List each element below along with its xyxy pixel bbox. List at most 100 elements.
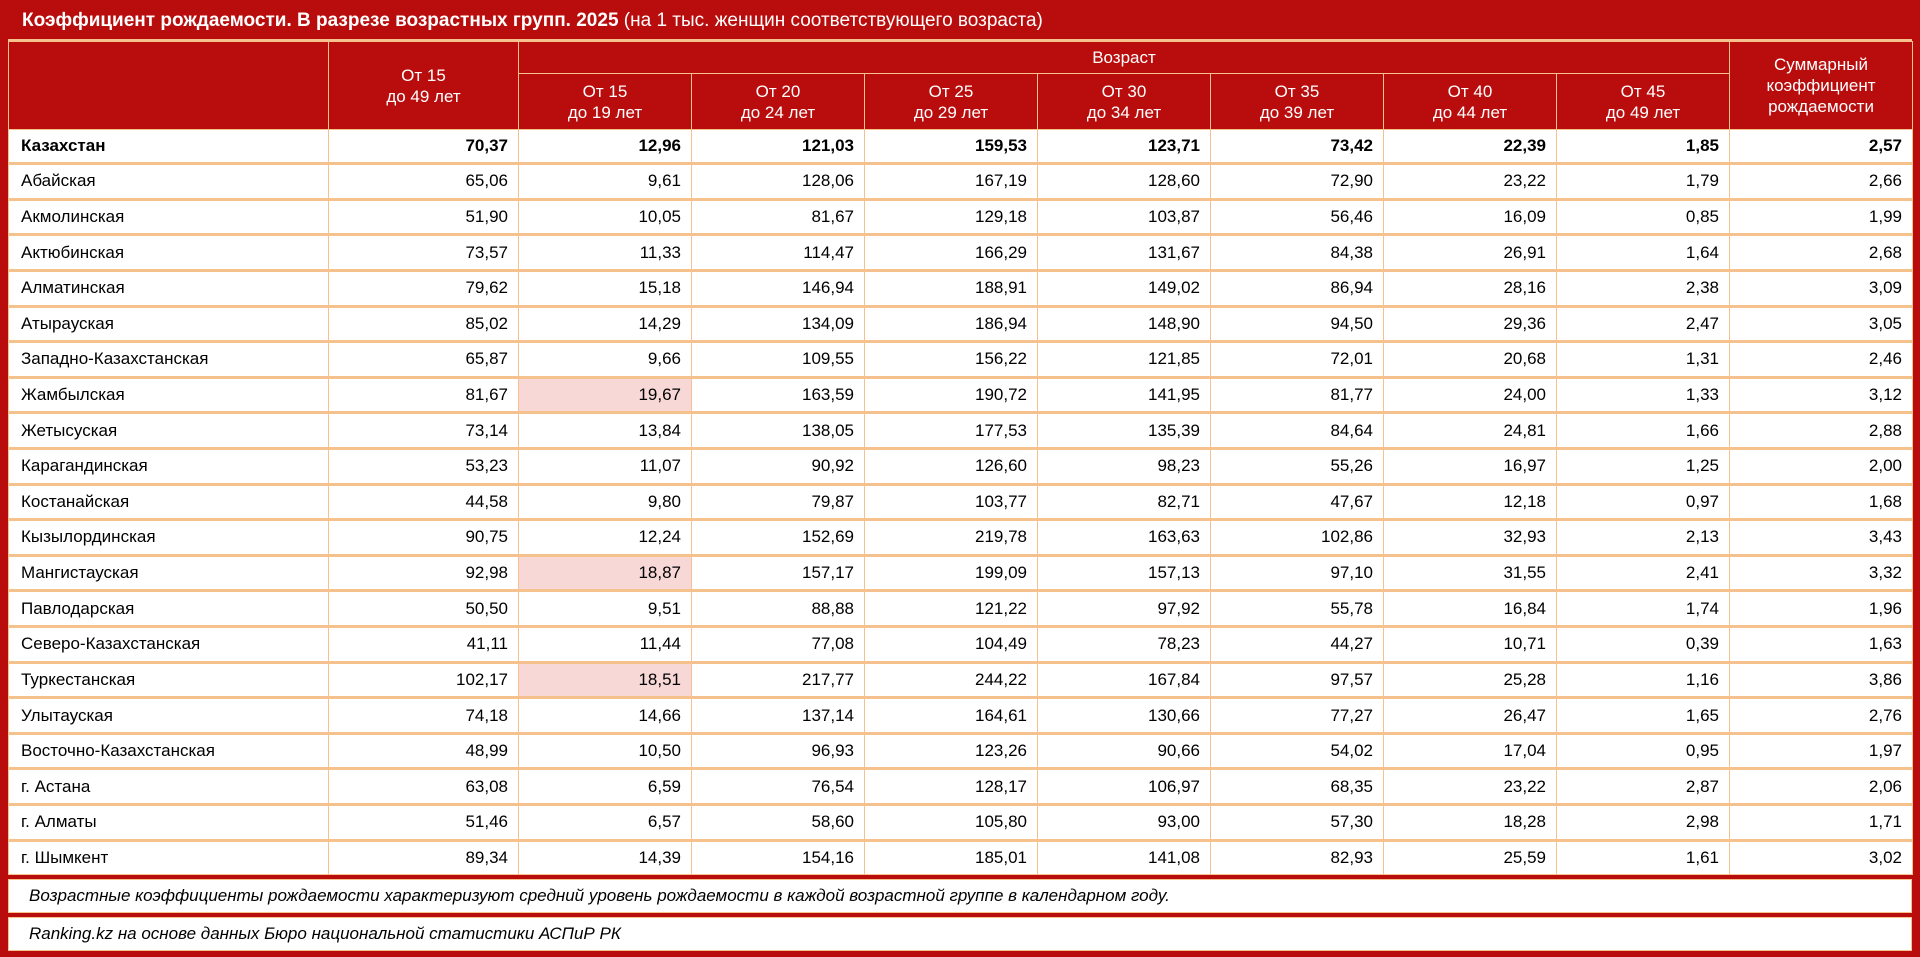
value-cell: 2,47 xyxy=(1555,304,1731,343)
value-cell: 129,18 xyxy=(864,197,1038,236)
table-container: От 15 до 49 лет Возраст Суммарный коэффи… xyxy=(8,41,1914,876)
value-cell: 13,84 xyxy=(518,411,692,449)
value-cell: 123,26 xyxy=(864,731,1038,770)
value-cell: 103,77 xyxy=(864,482,1038,521)
value-cell: 1,65 xyxy=(1555,696,1731,734)
value-cell: 72,90 xyxy=(1210,162,1384,200)
value-cell: 10,05 xyxy=(518,197,692,236)
value-cell: 24,81 xyxy=(1383,411,1557,449)
value-cell: 128,06 xyxy=(691,162,865,200)
value-cell: 123,71 xyxy=(1037,128,1211,165)
column-group-age: Возраст xyxy=(517,41,1731,74)
value-cell: 1,85 xyxy=(1555,128,1731,165)
table-row: г. Алматы 51,46 6,57 58,60 105,80 93,00 57,30 1… xyxy=(8,803,1914,841)
value-cell: 1,61 xyxy=(1555,838,1731,876)
region-cell: Абайская xyxy=(8,162,329,200)
table-row: Туркестанская 102,17 18,51 217,77 244,22 167,… xyxy=(8,660,1914,699)
value-cell: 2,13 xyxy=(1555,518,1731,556)
value-cell: 44,27 xyxy=(1210,625,1384,663)
value-cell: 1,99 xyxy=(1729,197,1914,236)
value-cell: 96,93 xyxy=(691,731,865,770)
column-header-line: От 25 xyxy=(928,81,974,101)
value-cell: 3,32 xyxy=(1729,553,1914,592)
value-cell: 47,67 xyxy=(1210,482,1384,521)
value-cell: 94,50 xyxy=(1210,304,1384,343)
table-row: Костанайская 44,58 9,80 79,87 103,77 82,71 47,… xyxy=(8,482,1914,521)
value-cell: 2,46 xyxy=(1729,340,1914,378)
value-cell: 90,92 xyxy=(691,446,865,485)
value-cell: 51,46 xyxy=(328,803,519,841)
value-cell: 103,87 xyxy=(1037,197,1211,236)
value-cell: 73,57 xyxy=(328,233,519,271)
value-cell: 106,97 xyxy=(1037,767,1211,806)
value-cell: 1,63 xyxy=(1729,625,1914,663)
value-cell: 130,66 xyxy=(1037,696,1211,734)
region-cell: Улытауская xyxy=(8,696,329,734)
value-cell: 84,64 xyxy=(1210,411,1384,449)
column-header-age-30-34: От 30 до 34 лет xyxy=(1037,73,1211,130)
value-cell: 18,51 xyxy=(518,660,692,699)
value-cell: 76,54 xyxy=(691,767,865,806)
column-header-line: до 49 лет xyxy=(386,86,461,106)
column-header-line: От 45 xyxy=(1620,81,1666,101)
value-cell: 3,05 xyxy=(1729,304,1914,343)
table-row: Абайская 65,06 9,61 128,06 167,19 128,60 72,90… xyxy=(8,162,1914,200)
value-cell: 1,33 xyxy=(1555,375,1731,414)
value-cell: 78,23 xyxy=(1037,625,1211,663)
value-cell: 1,64 xyxy=(1555,233,1731,271)
value-cell: 10,50 xyxy=(518,731,692,770)
value-cell: 104,49 xyxy=(864,625,1038,663)
value-cell: 2,87 xyxy=(1555,767,1731,806)
value-cell: 89,34 xyxy=(328,838,519,876)
value-cell: 163,59 xyxy=(691,375,865,414)
region-cell: г. Алматы xyxy=(8,803,329,841)
table-row: Жетысуская 73,14 13,84 138,05 177,53 135,39 84… xyxy=(8,411,1914,449)
value-cell: 149,02 xyxy=(1037,268,1211,307)
value-cell: 19,67 xyxy=(518,375,692,414)
value-cell: 24,00 xyxy=(1383,375,1557,414)
value-cell: 28,16 xyxy=(1383,268,1557,307)
column-header-line: От 15 xyxy=(401,65,446,85)
value-cell: 11,33 xyxy=(518,233,692,271)
value-cell: 73,42 xyxy=(1210,128,1384,165)
value-cell: 219,78 xyxy=(864,518,1038,556)
value-cell: 6,59 xyxy=(518,767,692,806)
value-cell: 12,96 xyxy=(518,128,692,165)
value-cell: 244,22 xyxy=(864,660,1038,699)
value-cell: 1,97 xyxy=(1729,731,1914,770)
column-header-line: до 24 лет xyxy=(740,102,816,122)
value-cell: 81,67 xyxy=(691,197,865,236)
value-cell: 25,28 xyxy=(1383,660,1557,699)
value-cell: 0,39 xyxy=(1555,625,1731,663)
value-cell: 137,14 xyxy=(691,696,865,734)
value-cell: 57,30 xyxy=(1210,803,1384,841)
value-cell: 190,72 xyxy=(864,375,1038,414)
region-cell: Жамбылская xyxy=(8,375,329,414)
region-cell: г. Шымкент xyxy=(8,838,329,876)
footnote-source: Ranking.kz на основе данных Бюро национа… xyxy=(8,917,1912,951)
value-cell: 16,09 xyxy=(1383,197,1557,236)
column-header-line: От 15 xyxy=(582,81,628,101)
table-row: Кызылординская 90,75 12,24 152,69 219,78 163,… xyxy=(8,518,1914,556)
table-row: Павлодарская 50,50 9,51 88,88 121,22 97,92 55,… xyxy=(8,589,1914,627)
table-row: Карагандинская 53,23 11,07 90,92 126,60 98,23… xyxy=(8,446,1914,485)
column-header-line: От 40 xyxy=(1447,81,1493,101)
value-cell: 70,37 xyxy=(328,128,519,165)
value-cell: 0,85 xyxy=(1555,197,1731,236)
value-cell: 65,87 xyxy=(328,340,519,378)
value-cell: 114,47 xyxy=(691,233,865,271)
value-cell: 26,91 xyxy=(1383,233,1557,271)
table-row: Алматинская 79,62 15,18 146,94 188,91 149,02 8… xyxy=(8,268,1914,307)
column-header-age-25-29: От 25 до 29 лет xyxy=(864,73,1038,130)
column-header-total-15-49: От 15 до 49 лет xyxy=(328,41,519,130)
value-cell: 81,67 xyxy=(328,375,519,414)
value-cell: 14,39 xyxy=(518,838,692,876)
value-cell: 12,24 xyxy=(518,518,692,556)
value-cell: 157,17 xyxy=(691,553,865,592)
value-cell: 2,88 xyxy=(1729,411,1914,449)
value-cell: 55,26 xyxy=(1210,446,1384,485)
value-cell: 26,47 xyxy=(1383,696,1557,734)
value-cell: 128,17 xyxy=(864,767,1038,806)
value-cell: 25,59 xyxy=(1383,838,1557,876)
